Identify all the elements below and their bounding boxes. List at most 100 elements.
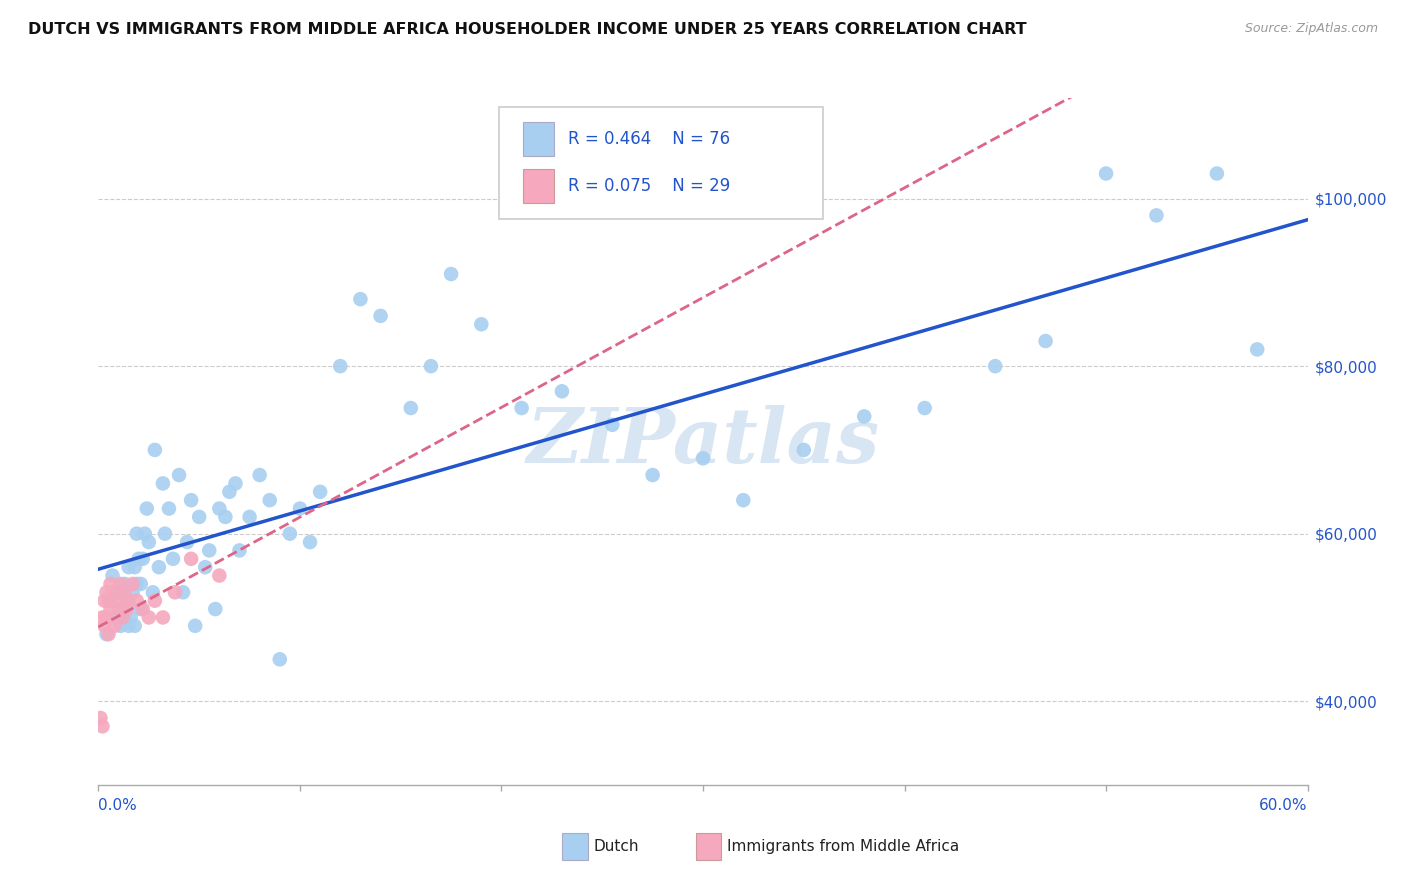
Point bbox=[132, 602, 155, 616]
Point bbox=[692, 451, 714, 466]
Point bbox=[138, 610, 160, 624]
Point bbox=[1095, 167, 1118, 181]
Point bbox=[641, 468, 664, 483]
Text: ZIPatlas: ZIPatlas bbox=[526, 405, 880, 478]
Point bbox=[259, 493, 281, 508]
Point bbox=[114, 610, 136, 624]
Point bbox=[163, 585, 186, 599]
Point bbox=[100, 593, 122, 607]
Point bbox=[125, 577, 148, 591]
Point bbox=[105, 610, 128, 624]
Point bbox=[96, 610, 118, 624]
Point bbox=[228, 543, 250, 558]
Point bbox=[278, 526, 301, 541]
Point bbox=[176, 535, 198, 549]
Point bbox=[129, 577, 152, 591]
Point bbox=[1206, 167, 1229, 181]
Point bbox=[249, 468, 271, 483]
Point bbox=[91, 719, 114, 733]
Point bbox=[96, 585, 118, 599]
Point bbox=[143, 593, 166, 607]
Point bbox=[107, 602, 129, 616]
Point bbox=[121, 577, 143, 591]
Point bbox=[93, 619, 115, 633]
Text: DUTCH VS IMMIGRANTS FROM MIDDLE AFRICA HOUSEHOLDER INCOME UNDER 25 YEARS CORRELA: DUTCH VS IMMIGRANTS FROM MIDDLE AFRICA H… bbox=[28, 22, 1026, 37]
Point bbox=[551, 384, 574, 399]
Point bbox=[198, 543, 221, 558]
Point bbox=[118, 593, 141, 607]
Point bbox=[309, 484, 332, 499]
Text: 60.0%: 60.0% bbox=[1260, 798, 1308, 814]
Point bbox=[914, 401, 936, 415]
Point bbox=[101, 568, 124, 582]
Point bbox=[118, 619, 141, 633]
Point bbox=[93, 593, 115, 607]
Point bbox=[349, 292, 371, 306]
Text: Immigrants from Middle Africa: Immigrants from Middle Africa bbox=[727, 839, 959, 854]
Point bbox=[100, 602, 122, 616]
Point bbox=[152, 610, 174, 624]
Point bbox=[208, 568, 231, 582]
Point bbox=[114, 577, 136, 591]
Text: Source: ZipAtlas.com: Source: ZipAtlas.com bbox=[1244, 22, 1378, 36]
Point bbox=[180, 551, 202, 566]
Point bbox=[110, 577, 132, 591]
Point bbox=[100, 577, 122, 591]
Point bbox=[1035, 334, 1057, 348]
Point bbox=[239, 510, 262, 524]
Point bbox=[180, 493, 202, 508]
Point bbox=[148, 560, 170, 574]
Point bbox=[110, 619, 132, 633]
Point bbox=[125, 526, 148, 541]
Point bbox=[440, 267, 463, 281]
Point bbox=[97, 627, 120, 641]
Point bbox=[214, 510, 236, 524]
Point bbox=[134, 526, 156, 541]
Point bbox=[370, 309, 392, 323]
Text: Dutch: Dutch bbox=[593, 839, 638, 854]
Point bbox=[124, 619, 146, 633]
Point bbox=[135, 501, 157, 516]
Point bbox=[129, 602, 152, 616]
Point bbox=[89, 711, 111, 725]
Point bbox=[329, 359, 352, 373]
Point bbox=[194, 560, 217, 574]
Point bbox=[125, 593, 148, 607]
Point bbox=[288, 501, 311, 516]
Point bbox=[128, 551, 150, 566]
Point bbox=[107, 585, 129, 599]
Point bbox=[120, 610, 142, 624]
Point bbox=[153, 526, 176, 541]
Point bbox=[733, 493, 755, 508]
Point bbox=[138, 535, 160, 549]
Text: R = 0.464    N = 76: R = 0.464 N = 76 bbox=[568, 130, 730, 148]
Point bbox=[218, 484, 240, 499]
Point bbox=[162, 551, 184, 566]
Point bbox=[167, 468, 190, 483]
Point bbox=[114, 585, 136, 599]
Point bbox=[97, 593, 120, 607]
Point bbox=[115, 593, 138, 607]
Point bbox=[115, 602, 138, 616]
Point bbox=[984, 359, 1007, 373]
Point bbox=[602, 417, 624, 432]
Point bbox=[96, 627, 118, 641]
Point bbox=[143, 442, 166, 457]
Point bbox=[793, 442, 815, 457]
Point bbox=[470, 318, 492, 332]
Text: R = 0.075    N = 29: R = 0.075 N = 29 bbox=[568, 178, 730, 195]
Point bbox=[208, 501, 231, 516]
Point bbox=[152, 476, 174, 491]
Point bbox=[105, 593, 128, 607]
Point bbox=[1146, 208, 1168, 222]
Point bbox=[184, 619, 207, 633]
Point bbox=[224, 476, 246, 491]
Point bbox=[121, 585, 143, 599]
Point bbox=[142, 585, 165, 599]
Point bbox=[420, 359, 443, 373]
Point bbox=[510, 401, 533, 415]
Point bbox=[204, 602, 226, 616]
Point bbox=[188, 510, 211, 524]
Point bbox=[853, 409, 876, 424]
Point bbox=[399, 401, 422, 415]
